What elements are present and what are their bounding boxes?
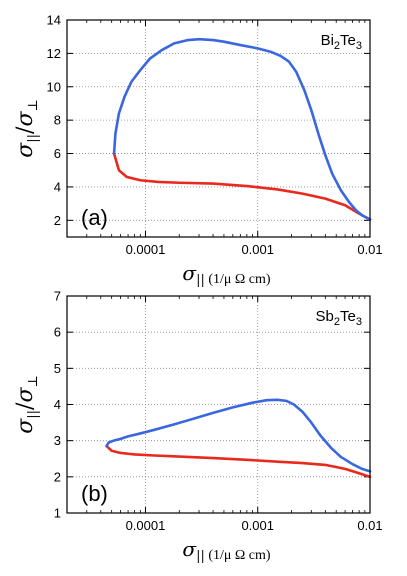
y-tick-label: 6: [54, 146, 61, 161]
y-axis-label: σ||/σ⊥: [13, 375, 41, 433]
y-tick-label: 7: [54, 289, 61, 304]
series-line-blue: [112, 37, 372, 221]
y-tick-label: 5: [54, 361, 61, 376]
x-axis-label: σ|| (1/μ Ω cm): [182, 261, 270, 288]
plot-frame: [66, 295, 371, 514]
x-axis-label: σ|| (1/μ Ω cm): [182, 537, 270, 564]
y-axis-label: σ||/σ⊥: [13, 99, 41, 157]
panel-label: (b): [81, 481, 108, 506]
material-label: Bi2Te3: [321, 32, 362, 52]
plot-frame: [66, 19, 371, 238]
y-tick-label: 3: [54, 433, 61, 448]
chart-panel-a: 0.0001 0.001 0.01 2 4 6 8 10 12 14 Bi2Te3 (a) σ||/σ⊥…: [13, 13, 383, 289]
y-tick-label: 10: [47, 79, 61, 94]
x-tick-label: 0.0001: [126, 242, 166, 257]
x-tick-label: 0.001: [241, 242, 274, 257]
y-tick-label: 6: [54, 325, 61, 340]
y-tick-label: 8: [54, 113, 61, 128]
y-tick-label: 12: [47, 46, 61, 61]
series-line-red: [112, 152, 372, 221]
panel-label: (a): [81, 205, 108, 230]
y-tick-label: 4: [54, 397, 61, 412]
series-line-blue: [105, 398, 372, 473]
series-line-red: [105, 444, 372, 479]
x-tick-label: 0.01: [357, 242, 382, 257]
x-tick-label: 0.01: [357, 518, 382, 533]
x-tick-label: 0.0001: [126, 518, 166, 533]
x-tick-label: 0.001: [241, 518, 274, 533]
chart-panel-b: 0.0001 0.001 0.01 1 2 3 4 5 6 7 Sb2Te3 (b) σ||/σ⊥ σ||…: [13, 289, 383, 565]
y-tick-label: 4: [54, 179, 61, 194]
y-tick-label: 1: [54, 506, 61, 521]
material-label: Sb2Te3: [316, 308, 362, 328]
y-tick-label: 2: [54, 469, 61, 484]
y-tick-label: 2: [54, 213, 61, 228]
y-tick-label: 14: [47, 13, 61, 28]
